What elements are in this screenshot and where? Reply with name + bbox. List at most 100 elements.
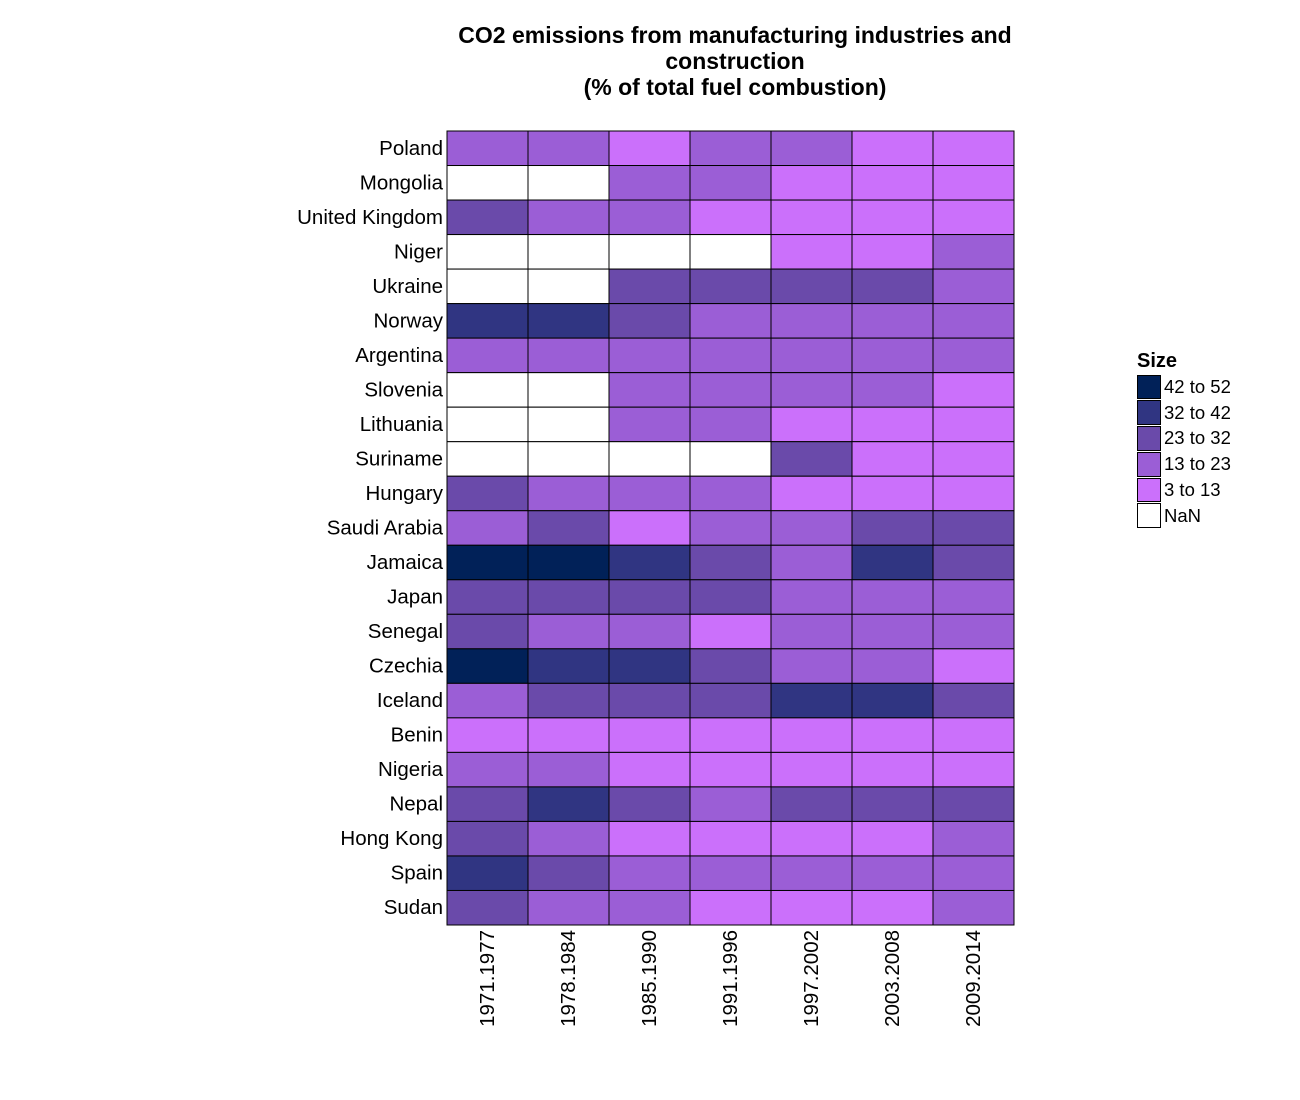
legend: Size 42 to 52 32 to 42 23 to 32 13 to 23 3 t… — [1137, 350, 1231, 529]
heatmap-cell-nigeria-1991-1996 — [689, 751, 772, 788]
heatmap-cell-lithuania-1978-1984 — [527, 406, 610, 443]
legend-label: 42 to 52 — [1164, 375, 1231, 397]
heatmap-cell-argentina-1997-2002 — [770, 337, 853, 374]
heatmap-cell-slovenia-1971-1977 — [446, 372, 529, 408]
heatmap-cell-jamaica-1991-1996 — [689, 544, 772, 581]
row-label-jamaica: Jamaica — [367, 551, 444, 574]
column-label-1991-1996: 1991.1996 — [719, 930, 742, 1027]
heatmap-cell-argentina-1971-1977 — [446, 337, 529, 374]
heatmap-cell-ukraine-1985-1990 — [608, 268, 691, 305]
heatmap-cell-senegal-1978-1984 — [527, 613, 610, 650]
legend-swatch — [1137, 477, 1161, 503]
heatmap-cell-benin-1971-1977 — [446, 717, 529, 753]
heatmap-cell-japan-1978-1984 — [527, 579, 610, 615]
heatmap-cell-slovenia-2009-2014 — [932, 372, 1015, 408]
heatmap-cell-hungary-1985-1990 — [608, 475, 691, 512]
heatmap-cell-benin-2003-2008 — [851, 717, 934, 753]
heatmap-cell-mongolia-1991-1996 — [689, 165, 772, 201]
heatmap-cell-japan-1991-1996 — [689, 579, 772, 615]
heatmap-cell-saudi-arabia-1997-2002 — [770, 510, 853, 546]
legend-swatch — [1137, 374, 1161, 400]
row-label-niger: Niger — [394, 240, 443, 263]
heatmap-cell-united-kingdom-1971-1977 — [446, 199, 529, 236]
row-label-slovenia: Slovenia — [364, 378, 443, 401]
heatmap-cell-niger-1997-2002 — [770, 234, 853, 270]
heatmap-cell-sudan-2003-2008 — [851, 889, 934, 926]
heatmap-cell-hong-kong-1978-1984 — [527, 820, 610, 857]
heatmap-cell-lithuania-2003-2008 — [851, 406, 934, 443]
legend-item-42-to-52: 42 to 52 — [1137, 374, 1231, 400]
row-label-saudi-arabia: Saudi Arabia — [327, 517, 444, 540]
heatmap-cell-nepal-1978-1984 — [527, 786, 610, 822]
heatmap-cell-ukraine-1997-2002 — [770, 268, 853, 305]
heatmap-cell-mongolia-1978-1984 — [527, 165, 610, 201]
legend-label: 32 to 42 — [1164, 401, 1231, 423]
heatmap-cell-united-kingdom-1991-1996 — [689, 199, 772, 236]
heatmap-cell-slovenia-1978-1984 — [527, 372, 610, 408]
heatmap-cell-nepal-1971-1977 — [446, 786, 529, 822]
legend-swatch — [1137, 400, 1161, 426]
heatmap-cell-iceland-1978-1984 — [527, 682, 610, 719]
heatmap-cell-mongolia-1997-2002 — [770, 165, 853, 201]
heatmap-cell-sudan-1978-1984 — [527, 889, 610, 926]
heatmap-cell-hong-kong-1985-1990 — [608, 820, 691, 857]
heatmap-cell-czechia-2009-2014 — [932, 648, 1015, 684]
heatmap-cell-sudan-1971-1977 — [446, 889, 529, 926]
row-label-nigeria: Nigeria — [378, 758, 444, 781]
heatmap-cell-nepal-2009-2014 — [932, 786, 1015, 822]
heatmap-cell-jamaica-2003-2008 — [851, 544, 934, 581]
heatmap-cell-jamaica-2009-2014 — [932, 544, 1015, 581]
heatmap-cell-saudi-arabia-1991-1996 — [689, 510, 772, 546]
heatmap-cell-slovenia-1991-1996 — [689, 372, 772, 408]
heatmap-cell-czechia-1985-1990 — [608, 648, 691, 684]
heatmap-cell-senegal-2003-2008 — [851, 613, 934, 650]
heatmap-cell-niger-2003-2008 — [851, 234, 934, 270]
legend-label: NaN — [1164, 504, 1202, 526]
chart-title-line-3: (% of total fuel combustion) — [583, 74, 887, 100]
heatmap-cell-benin-1991-1996 — [689, 717, 772, 753]
legend-item-13-to-23: 13 to 23 — [1137, 451, 1231, 477]
heatmap-cell-iceland-1971-1977 — [446, 682, 529, 719]
heatmap-cell-spain-1985-1990 — [608, 855, 691, 891]
heatmap-cell-argentina-2003-2008 — [851, 337, 934, 374]
row-label-sudan: Sudan — [384, 896, 443, 919]
heatmap-cell-sudan-1985-1990 — [608, 889, 691, 926]
heatmap-cell-benin-1985-1990 — [608, 717, 691, 753]
heatmap-cell-nigeria-2009-2014 — [932, 751, 1015, 788]
legend-title: Size — [1137, 350, 1178, 372]
heatmap-cell-slovenia-2003-2008 — [851, 372, 934, 408]
heatmap-cell-jamaica-1997-2002 — [770, 544, 853, 581]
heatmap-cell-spain-1978-1984 — [527, 855, 610, 891]
heatmap-cell-united-kingdom-1985-1990 — [608, 199, 691, 236]
row-label-norway: Norway — [374, 309, 444, 332]
heatmap-cell-hungary-2003-2008 — [851, 475, 934, 512]
chart-title-line-1: CO2 emissions from manufacturing industr… — [458, 22, 1012, 48]
heatmap-cell-senegal-1971-1977 — [446, 613, 529, 650]
heatmap-cell-saudi-arabia-2009-2014 — [932, 510, 1015, 546]
row-label-mongolia: Mongolia — [360, 171, 444, 194]
heatmap-cell-benin-1997-2002 — [770, 717, 853, 753]
row-label-nepal: Nepal — [389, 793, 443, 816]
heatmap-cell-czechia-1991-1996 — [689, 648, 772, 684]
heatmap-cell-hungary-2009-2014 — [932, 475, 1015, 512]
heatmap-cell-nigeria-1971-1977 — [446, 751, 529, 788]
heatmap-cell-argentina-1985-1990 — [608, 337, 691, 374]
heatmap-cell-niger-1971-1977 — [446, 234, 529, 270]
heatmap-cell-argentina-1991-1996 — [689, 337, 772, 374]
heatmap-cell-iceland-1997-2002 — [770, 682, 853, 719]
heatmap-cell-ukraine-2009-2014 — [932, 268, 1015, 305]
heatmap-cell-united-kingdom-1997-2002 — [770, 199, 853, 236]
heatmap-cell-lithuania-1991-1996 — [689, 406, 772, 443]
heatmap-cell-suriname-2003-2008 — [851, 441, 934, 477]
heatmap-cell-poland-1997-2002 — [770, 130, 853, 167]
heatmap-cell-hong-kong-2003-2008 — [851, 820, 934, 857]
heatmap-cell-hong-kong-1991-1996 — [689, 820, 772, 857]
heatmap-cell-nepal-1991-1996 — [689, 786, 772, 822]
heatmap-cell-norway-1997-2002 — [770, 303, 853, 339]
heatmap-cell-nepal-1985-1990 — [608, 786, 691, 822]
heatmap-cell-poland-1971-1977 — [446, 130, 529, 167]
heatmap-cell-iceland-2003-2008 — [851, 682, 934, 719]
heatmap-cell-norway-1978-1984 — [527, 303, 610, 339]
heatmap-cell-hong-kong-1971-1977 — [446, 820, 529, 857]
column-label-1997-2002: 1997.2002 — [800, 930, 823, 1027]
